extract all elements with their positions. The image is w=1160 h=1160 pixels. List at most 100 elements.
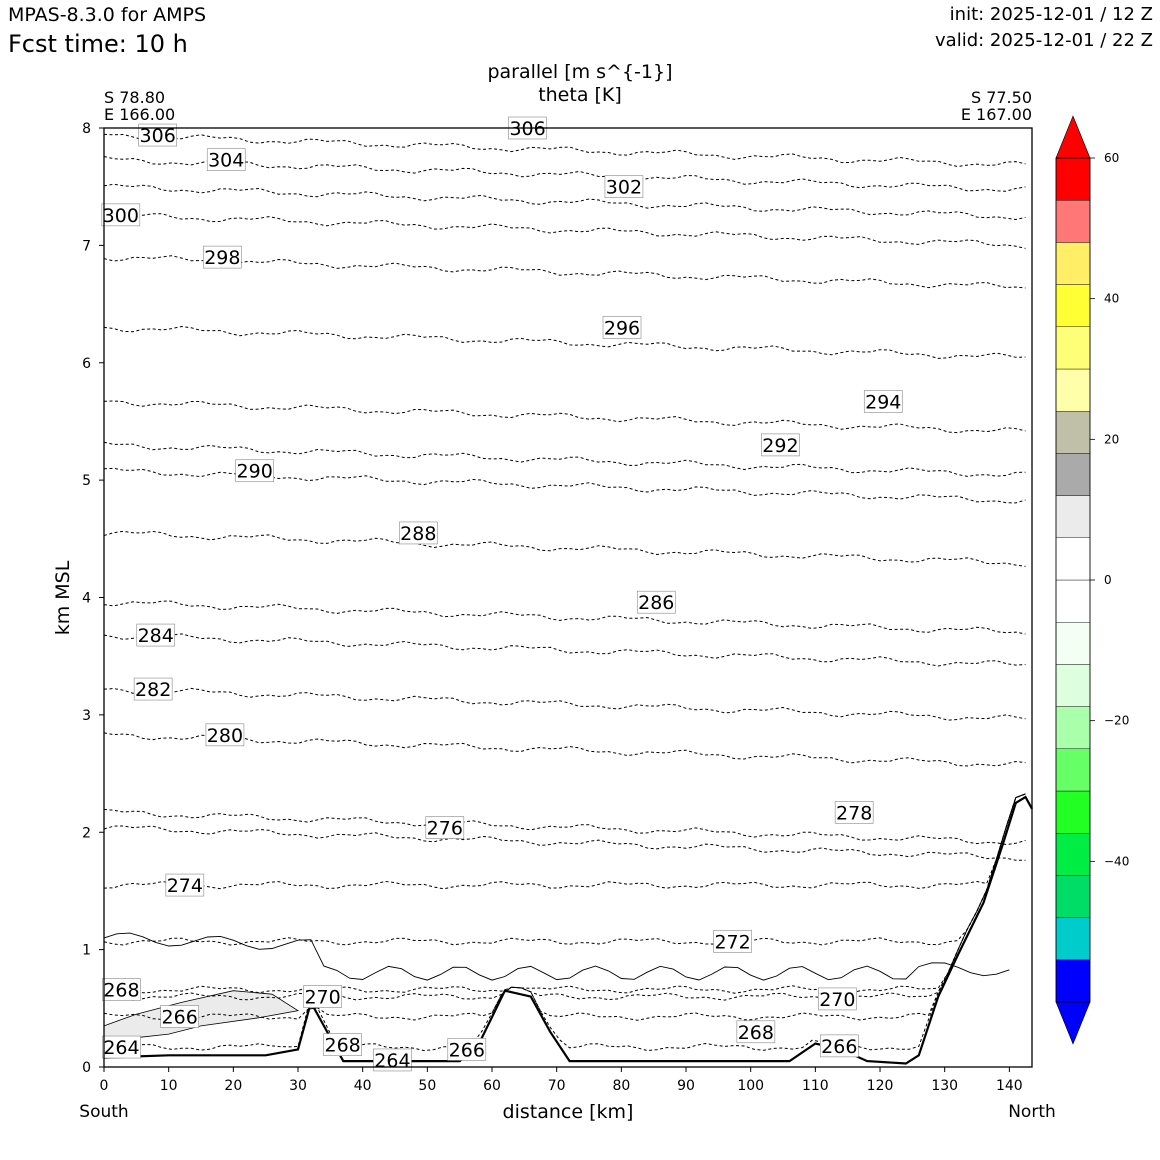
colorbar-segment [1055,157,1091,201]
left-endpoint-lat: S 78.80 [104,88,165,107]
y-tick-label: 0 [82,1060,91,1076]
x-tick-label: 30 [289,1078,307,1094]
x-tick-label: 0 [100,1078,109,1094]
terrain-outline [103,795,1033,1065]
theta-label-298: 298 [204,247,240,269]
colorbar-segment [1055,284,1091,328]
x-tick-label: 40 [354,1078,372,1094]
theta-label-box [136,623,176,647]
theta-label-276: 276 [427,818,463,840]
theta-label-264: 264 [374,1050,410,1072]
right-endpoint-lon: E 167.00 [961,105,1032,124]
theta-label-box [713,930,752,953]
theta-label-306: 306 [140,125,176,147]
wind-speed-contours [103,932,1010,981]
theta-label-box [206,148,246,171]
theta-label-284: 284 [138,625,174,647]
colorbar-tick-label: −20 [1104,714,1129,728]
colorbar-segment [1055,790,1091,834]
theta-label-270: 270 [819,989,855,1011]
theta-label-box [138,123,177,147]
y-axis: 0 1 2 3 4 5 6 7 8 [82,121,104,1076]
theta-label-box [373,1048,412,1072]
x-tick-label: 110 [802,1078,829,1094]
north-label: North [1008,1102,1056,1122]
theta-label-294: 294 [865,391,901,413]
theta-label-box [160,1005,199,1028]
theta-line-264 [103,793,1026,1052]
y-tick-label: 3 [82,708,91,724]
theta-label-288: 288 [400,523,436,545]
valid-time: valid: 2025-12-01 / 22 Z [935,30,1153,51]
colorbar-segment [1055,959,1091,1003]
theta-line-268 [103,793,1026,994]
theta-label-272: 272 [714,931,750,953]
colorbar-segment [1055,875,1091,918]
y-tick-label: 6 [82,356,91,372]
theta-label-286: 286 [638,592,674,614]
x-axis-label: distance [km] [503,1101,634,1123]
theta-label-268: 268 [324,1035,360,1057]
theta-label-box [604,175,644,198]
theta-label-box [447,1038,487,1061]
theta-label-266: 266 [162,1007,198,1029]
theta-label-box [398,521,438,545]
theta-label-264: 264 [103,1037,139,1059]
theta-line-266 [103,793,1026,1021]
colorbar-segment [1055,579,1091,623]
theta-line-300 [103,213,1026,249]
theta-line-280 [103,732,1026,767]
x-tick-label: 80 [612,1078,630,1094]
south-label: South [79,1102,128,1122]
theta-label-box [834,800,874,824]
theta-line-278 [103,808,1026,846]
colorbar-segment [1055,326,1091,370]
colorbar-tick-label: 0 [1104,573,1112,587]
x-tick-label: 60 [483,1078,501,1094]
theta-line-288 [103,530,1026,567]
theta-line-272 [103,793,1026,946]
theta-label-274: 274 [167,875,203,897]
theta-label-266: 266 [449,1039,485,1061]
init-time: init: 2025-12-01 / 12 Z [949,4,1153,25]
x-tick-label: 120 [867,1078,894,1094]
x-tick-label: 50 [418,1078,436,1094]
colorbar-segment [1055,199,1091,243]
forecast-time: Fcst time: 10 h [8,30,188,58]
colorbar-tick-label: −40 [1104,854,1129,868]
theta-label-268: 268 [103,980,139,1002]
left-endpoint-lon: E 166.00 [104,105,175,124]
theta-label-296: 296 [604,318,640,340]
theta-line-292 [103,441,1026,477]
theta-label-300: 300 [103,205,139,227]
theta-label-box [736,1020,776,1044]
theta-label-box [102,978,141,1001]
y-tick-label: 5 [82,473,91,489]
colorbar-segment [1055,495,1091,539]
theta-label-box [235,459,274,483]
chart-title-line2: theta [K] [538,84,622,106]
y-tick-label: 1 [82,943,91,959]
theta-line-282 [103,687,1026,721]
model-title: MPAS-8.3.0 for AMPS [8,4,207,26]
colorbar-segment [1055,664,1091,707]
colorbar-segment [1055,242,1091,285]
y-tick-label: 4 [82,591,91,607]
theta-label-box [761,433,800,457]
y-tick-label: 8 [82,121,91,137]
chart-title-line1: parallel [m s^{-1}] [487,61,672,83]
theta-label-box [636,590,676,614]
colorbar-tick-label: 60 [1104,151,1119,165]
x-tick-label: 130 [931,1078,958,1094]
x-tick-label: 10 [160,1078,178,1094]
colorbar-tick-label: 40 [1104,292,1119,306]
theta-label-box [102,1035,141,1059]
theta-label-box [602,316,642,339]
theta-label-278: 278 [836,802,872,824]
colorbar-segment [1055,368,1091,412]
theta-contour-lines [103,133,1026,1052]
theta-label-282: 282 [135,679,171,701]
colorbar-tick-label: 20 [1104,432,1119,446]
theta-line-294 [103,400,1026,434]
